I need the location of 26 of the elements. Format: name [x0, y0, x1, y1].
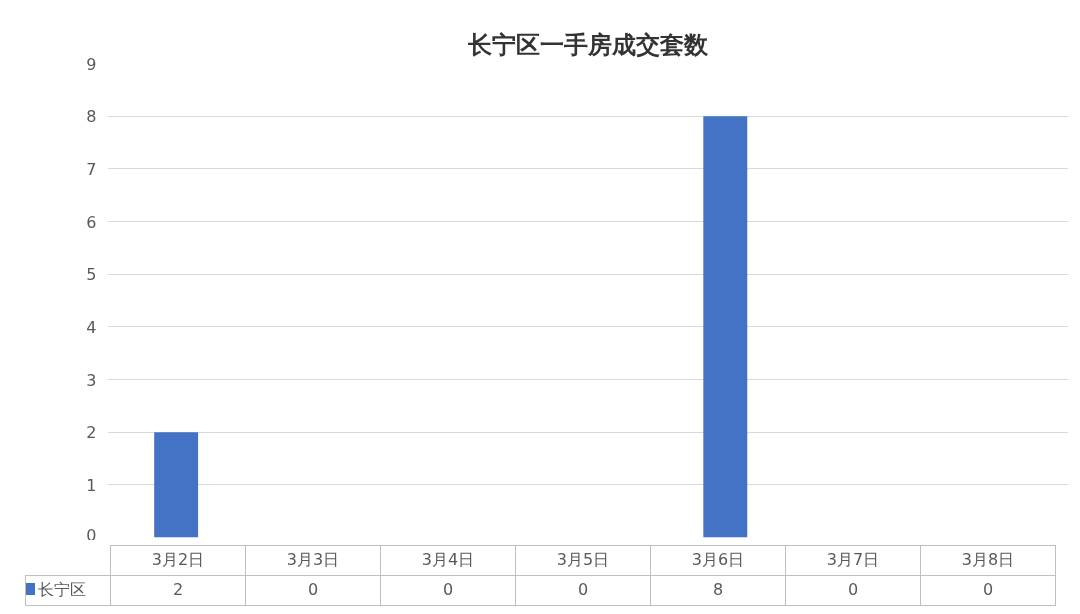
y-tick-label: 6 [86, 212, 97, 232]
legend-label: 长宁区 [25, 575, 111, 606]
data-label: 0 [785, 575, 921, 606]
y-tick-label: 4 [86, 317, 97, 337]
y-tick-label: 1 [86, 475, 97, 495]
y-tick-label: 8 [86, 107, 97, 127]
x-tick-label: 3月6日 [650, 545, 786, 576]
data-label: 0 [515, 575, 651, 606]
data-label: 0 [245, 575, 381, 606]
y-tick-label: 2 [86, 423, 97, 443]
data-label: 0 [920, 575, 1056, 606]
y-tick-label: 9 [86, 54, 97, 74]
y-tick-label: 3 [86, 370, 97, 390]
x-tick-label: 3月3日 [245, 545, 381, 576]
y-tick-label: 7 [86, 159, 97, 179]
x-tick-label: 3月2日 [110, 545, 246, 576]
y-tick-label: 0 [86, 525, 97, 545]
x-tick-label: 3月4日 [380, 545, 516, 576]
chart-title: 长宁区一手房成交套数 [467, 30, 709, 59]
x-tick-label: 3月7日 [785, 545, 921, 576]
data-label: 0 [380, 575, 516, 606]
y-tick-label: 5 [86, 265, 97, 285]
x-tick-label: 3月5日 [515, 545, 651, 576]
data-label: 8 [650, 575, 786, 606]
x-tick-label: 3月8日 [920, 545, 1056, 576]
data-label: 2 [110, 575, 246, 606]
